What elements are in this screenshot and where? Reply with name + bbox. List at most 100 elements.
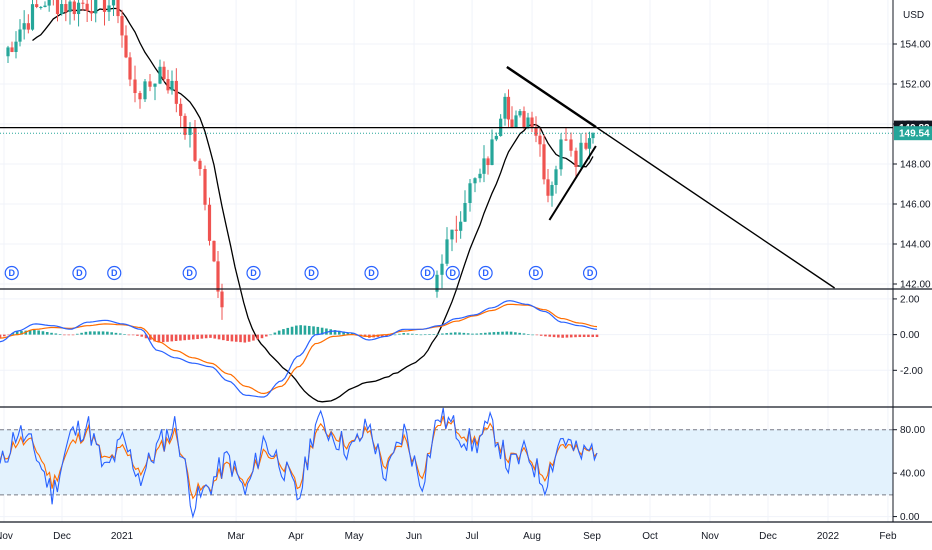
dividend-marker-label: D xyxy=(482,268,489,278)
macd-histogram-bar xyxy=(153,334,156,342)
candle-body xyxy=(188,127,192,135)
macd-histogram-bar xyxy=(557,334,560,338)
macd-histogram-bar xyxy=(101,331,105,335)
candle-body xyxy=(587,138,592,149)
macd-histogram-bar xyxy=(325,328,328,335)
macd-histogram-bar xyxy=(479,333,483,335)
x-tick-label-6: Jun xyxy=(406,531,422,542)
candle-body xyxy=(6,47,10,57)
macd-histogram-bar xyxy=(423,334,427,336)
x-tick-label-4: Apr xyxy=(288,531,304,542)
macd-histogram-bar xyxy=(290,326,294,335)
macd-histogram-bar xyxy=(432,334,436,335)
candle-body xyxy=(526,117,530,128)
candle-body xyxy=(72,1,76,15)
dividend-marker-2 xyxy=(107,265,122,281)
dividend-marker-label: D xyxy=(449,268,456,278)
macd-histogram-bar xyxy=(419,334,423,336)
candle-body xyxy=(102,0,107,12)
macd-histogram-bar xyxy=(342,331,345,335)
macd-signal-line xyxy=(0,303,598,395)
candle-body xyxy=(503,96,507,119)
macd-histogram-bar xyxy=(114,332,118,335)
macd-histogram-bar xyxy=(509,331,513,335)
candle-body xyxy=(124,35,128,58)
dividend-marker-label: D xyxy=(533,268,540,278)
candle-body xyxy=(468,183,472,203)
candle-body xyxy=(179,103,183,116)
macd-panel[interactable] xyxy=(0,300,599,398)
macd-histogram-bar xyxy=(234,334,238,342)
candle-body xyxy=(170,80,174,91)
x-tick-label-11: Nov xyxy=(701,531,719,542)
macd-histogram-bar xyxy=(200,334,204,339)
x-tick-label-7: Jul xyxy=(466,531,479,542)
macd-histogram-bar xyxy=(226,334,229,341)
candle-body xyxy=(183,115,187,135)
descending-trendline-bold xyxy=(506,66,597,128)
candle-body xyxy=(26,23,30,30)
candle-body xyxy=(128,57,132,80)
price-tick-label-0: 154.00 xyxy=(900,40,931,51)
macd-histogram-bar xyxy=(127,334,131,336)
macd-histogram-bar xyxy=(123,334,126,335)
stoch-tick-label-2: 0.00 xyxy=(900,512,920,523)
macd-histogram-bar xyxy=(88,331,92,335)
macd-histogram-bar xyxy=(462,332,466,335)
macd-histogram-bar xyxy=(286,327,290,335)
candle-body xyxy=(18,29,22,42)
macd-histogram-bar xyxy=(415,334,418,335)
macd-histogram-bar xyxy=(264,334,268,337)
macd-histogram-bar xyxy=(170,334,174,342)
macd-tick-label-0: 2.00 xyxy=(900,294,920,305)
candle-body xyxy=(478,173,482,179)
macd-histogram-bar xyxy=(161,334,165,343)
macd-histogram-bar xyxy=(217,334,221,340)
candle-body xyxy=(111,0,116,6)
macd-histogram-bar xyxy=(131,334,135,336)
macd-histogram-bar xyxy=(2,334,6,337)
macd-histogram-bar xyxy=(106,331,109,335)
currency-label[interactable]: USD xyxy=(903,10,924,21)
dividend-marker-label: D xyxy=(8,268,15,278)
candle-body xyxy=(522,111,526,128)
candle-body xyxy=(10,47,14,52)
macd-histogram-bar xyxy=(80,332,83,335)
candle-body xyxy=(162,66,166,80)
dividend-marker-label: D xyxy=(368,268,375,278)
macd-histogram-bar xyxy=(28,330,32,335)
macd-histogram-bar xyxy=(329,329,333,335)
candle-body xyxy=(89,10,94,14)
candle-body xyxy=(120,16,124,36)
macd-histogram-bar xyxy=(574,334,577,338)
macd-histogram-bar xyxy=(84,331,88,335)
candle-body xyxy=(216,261,220,292)
macd-histogram-bar xyxy=(552,334,556,338)
macd-histogram-bar xyxy=(295,325,298,335)
candle-body xyxy=(574,150,578,167)
candle-body xyxy=(220,291,224,308)
macd-histogram-bar xyxy=(380,334,384,337)
candle-body xyxy=(473,178,477,184)
macd-histogram-bar xyxy=(149,334,152,340)
candle-body xyxy=(55,0,60,15)
macd-histogram-bar xyxy=(441,333,444,335)
macd-histogram-bar xyxy=(71,334,75,336)
candle-body xyxy=(116,0,120,17)
x-tick-label-5: May xyxy=(345,531,364,542)
stoch-band-fill xyxy=(0,429,893,495)
macd-histogram-bar xyxy=(45,332,49,335)
macd-histogram-bar xyxy=(539,334,543,336)
candle-body xyxy=(81,2,85,4)
candle-body xyxy=(559,139,563,170)
dividend-marker-4 xyxy=(246,265,261,281)
stochastic-panel[interactable] xyxy=(0,407,598,519)
macd-histogram-bar xyxy=(97,331,101,335)
macd-histogram-bar xyxy=(140,334,144,337)
candle-body xyxy=(514,115,518,128)
price-tick-label-6: 142.00 xyxy=(900,280,931,291)
candle-body xyxy=(133,79,137,94)
